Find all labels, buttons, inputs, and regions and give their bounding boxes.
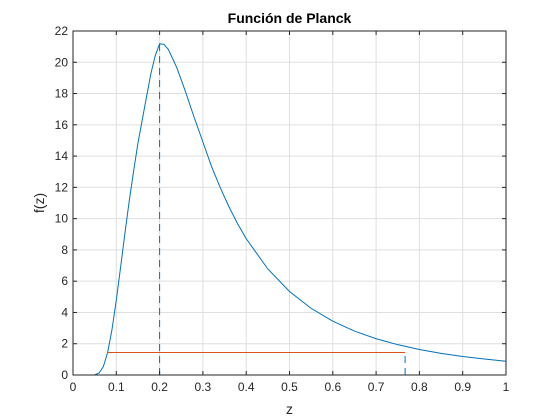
y-tick-label: 10 [55, 212, 69, 226]
y-tick-label: 14 [55, 149, 69, 163]
x-tick-label: 0.6 [324, 380, 341, 394]
y-tick-label: 16 [55, 118, 69, 132]
y-tick-label: 2 [61, 337, 68, 351]
ticks: 0 0.1 0.2 0.3 0.4 0.5 0.6 0.7 0.8 0.9 102468101214… [55, 24, 510, 394]
y-tick-label: 6 [61, 274, 68, 288]
x-tick-label: 0 [70, 380, 77, 394]
x-tick-label: 0.1 [108, 380, 125, 394]
plot-series [73, 43, 507, 376]
chart-title: Función de Planck [228, 10, 352, 26]
y-tick-label: 20 [55, 55, 69, 69]
y-tick-label: 18 [55, 87, 69, 101]
x-tick-label: 0.2 [151, 380, 168, 394]
x-tick-label: 0.9 [454, 380, 471, 394]
x-tick-label: 0.5 [281, 380, 298, 394]
x-tick-label: 1 [503, 380, 510, 394]
y-axis-label: f(z) [31, 193, 47, 213]
y-tick-label: 12 [55, 180, 69, 194]
x-axis-label: z [286, 401, 293, 417]
x-tick-label: 0.7 [368, 380, 385, 394]
y-tick-label: 0 [61, 368, 68, 382]
y-tick-label: 4 [61, 305, 68, 319]
y-tick-label: 22 [55, 24, 69, 38]
planck-curve [73, 43, 507, 376]
x-tick-label: 0.8 [411, 380, 428, 394]
y-tick-label: 8 [61, 243, 68, 257]
x-tick-label: 0.4 [238, 380, 255, 394]
x-tick-label: 0.3 [195, 380, 212, 394]
